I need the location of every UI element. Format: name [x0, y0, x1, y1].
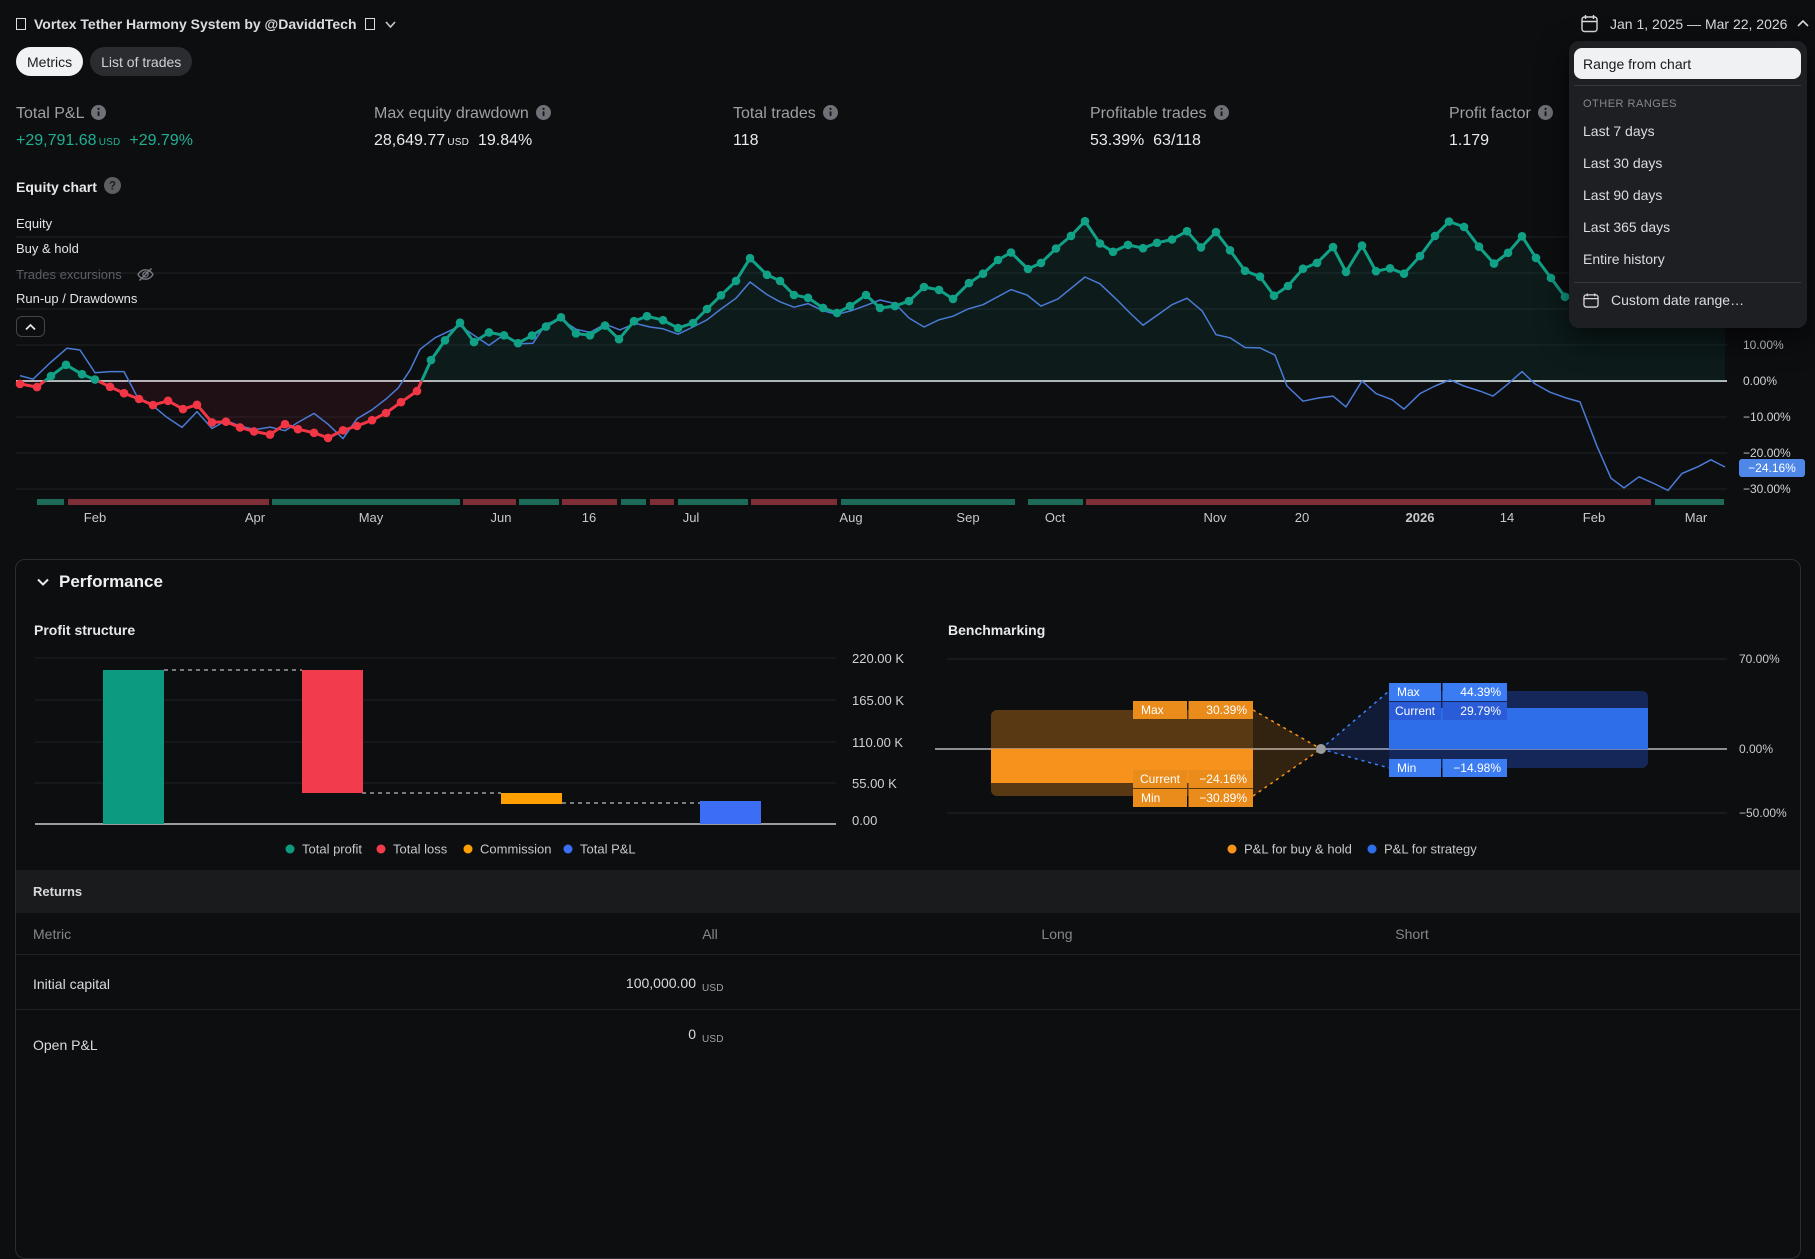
svg-text:55.00 K: 55.00 K [852, 776, 897, 791]
svg-text:0.00: 0.00 [852, 813, 877, 828]
svg-text:Mar: Mar [1685, 510, 1708, 525]
svg-text:−14.98%: −14.98% [1453, 761, 1501, 775]
svg-text:Total P&L: Total P&L [580, 842, 636, 857]
svg-text:Max: Max [1397, 685, 1420, 699]
svg-text:−50.00%: −50.00% [1739, 806, 1787, 820]
svg-text:P&L for strategy: P&L for strategy [1384, 842, 1477, 857]
svg-text:Feb: Feb [84, 510, 106, 525]
svg-text:16: 16 [582, 510, 596, 525]
svg-text:0.00%: 0.00% [1739, 742, 1773, 756]
svg-text:20: 20 [1295, 510, 1309, 525]
svg-text:30.39%: 30.39% [1206, 703, 1247, 717]
svg-text:Total profit: Total profit [302, 842, 362, 857]
svg-text:Jun: Jun [491, 510, 512, 525]
svg-text:29.79%: 29.79% [1460, 704, 1501, 718]
svg-text:Max: Max [1141, 703, 1164, 717]
svg-text:−30.89%: −30.89% [1199, 791, 1247, 805]
svg-text:14: 14 [1500, 510, 1514, 525]
svg-text:May: May [359, 510, 384, 525]
svg-text:−30.00%: −30.00% [1743, 482, 1791, 496]
svg-text:−24.16%: −24.16% [1748, 461, 1796, 475]
svg-text:44.39%: 44.39% [1460, 685, 1501, 699]
svg-text:Min: Min [1397, 761, 1416, 775]
svg-text:Aug: Aug [839, 510, 862, 525]
svg-text:Sep: Sep [956, 510, 979, 525]
svg-text:Nov: Nov [1203, 510, 1227, 525]
svg-text:−24.16%: −24.16% [1199, 772, 1247, 786]
svg-text:P&L for buy & hold: P&L for buy & hold [1244, 842, 1352, 857]
svg-text:220.00 K: 220.00 K [852, 651, 904, 666]
svg-text:Current: Current [1395, 704, 1436, 718]
svg-text:Oct: Oct [1045, 510, 1066, 525]
svg-text:165.00 K: 165.00 K [852, 693, 904, 708]
svg-text:0.00%: 0.00% [1743, 374, 1777, 388]
svg-text:Commission: Commission [480, 842, 552, 857]
svg-text:2026: 2026 [1406, 510, 1435, 525]
svg-text:Current: Current [1140, 772, 1181, 786]
svg-text:Jul: Jul [683, 510, 700, 525]
svg-text:10.00%: 10.00% [1743, 338, 1784, 352]
svg-text:?: ? [109, 181, 116, 193]
svg-text:−20.00%: −20.00% [1743, 446, 1791, 460]
svg-text:Total loss: Total loss [393, 842, 448, 857]
svg-text:Feb: Feb [1583, 510, 1605, 525]
svg-text:Apr: Apr [245, 510, 266, 525]
svg-text:70.00%: 70.00% [1739, 652, 1780, 666]
svg-text:−10.00%: −10.00% [1743, 410, 1791, 424]
svg-text:110.00 K: 110.00 K [852, 735, 903, 750]
svg-text:Min: Min [1141, 791, 1160, 805]
